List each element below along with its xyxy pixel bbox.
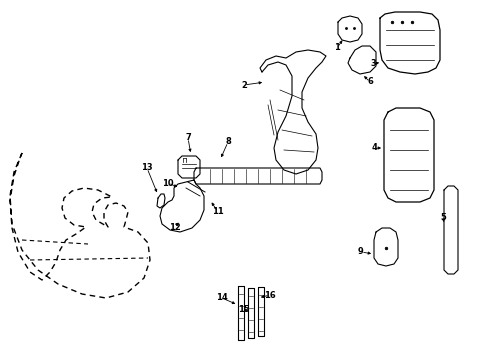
Text: 9: 9 <box>357 248 363 256</box>
Text: 5: 5 <box>439 213 445 222</box>
Text: 16: 16 <box>264 291 275 300</box>
Text: 14: 14 <box>216 293 227 302</box>
Text: 10: 10 <box>162 179 173 188</box>
Text: 2: 2 <box>241 81 246 90</box>
Text: 8: 8 <box>224 138 230 147</box>
Text: 13: 13 <box>141 163 153 172</box>
Text: 4: 4 <box>371 144 377 153</box>
Text: 6: 6 <box>366 77 372 86</box>
Text: 3: 3 <box>369 59 375 68</box>
Text: 7: 7 <box>185 134 190 143</box>
Text: 12: 12 <box>169 224 181 233</box>
Text: 11: 11 <box>212 207 224 216</box>
Text: 1: 1 <box>333 44 339 53</box>
Text: 15: 15 <box>238 306 249 315</box>
